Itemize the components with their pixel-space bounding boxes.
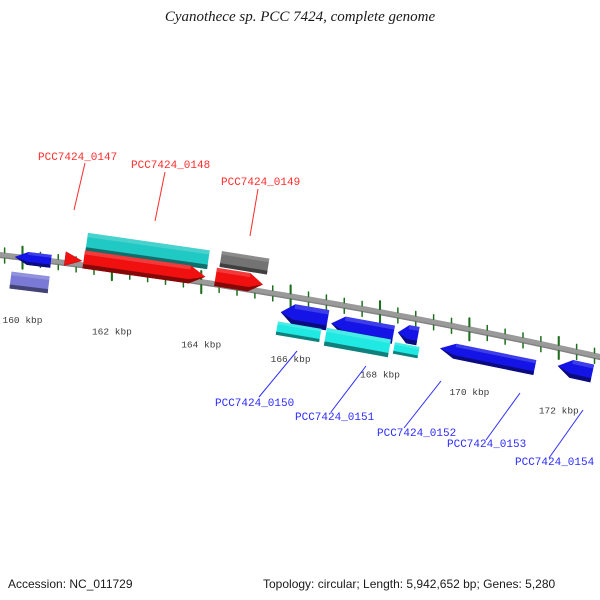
svg-text:166 kbp: 166 kbp [271, 354, 311, 365]
svg-text:170 kbp: 170 kbp [449, 387, 489, 398]
svg-text:168 kbp: 168 kbp [360, 370, 400, 381]
svg-text:PCC7424_0147: PCC7424_0147 [38, 152, 117, 164]
svg-text:PCC7424_0152: PCC7424_0152 [377, 428, 456, 440]
svg-text:160 kbp: 160 kbp [3, 315, 43, 326]
svg-text:PCC7424_0149: PCC7424_0149 [221, 177, 300, 189]
svg-text:PCC7424_0150: PCC7424_0150 [215, 398, 294, 410]
svg-text:PCC7424_0148: PCC7424_0148 [131, 160, 210, 172]
svg-text:162 kbp: 162 kbp [92, 327, 132, 338]
svg-text:PCC7424_0153: PCC7424_0153 [447, 439, 526, 451]
svg-text:PCC7424_0151: PCC7424_0151 [295, 412, 375, 424]
svg-text:172 kbp: 172 kbp [539, 405, 579, 416]
svg-text:PCC7424_0154: PCC7424_0154 [515, 457, 595, 469]
svg-text:164 kbp: 164 kbp [181, 340, 221, 351]
